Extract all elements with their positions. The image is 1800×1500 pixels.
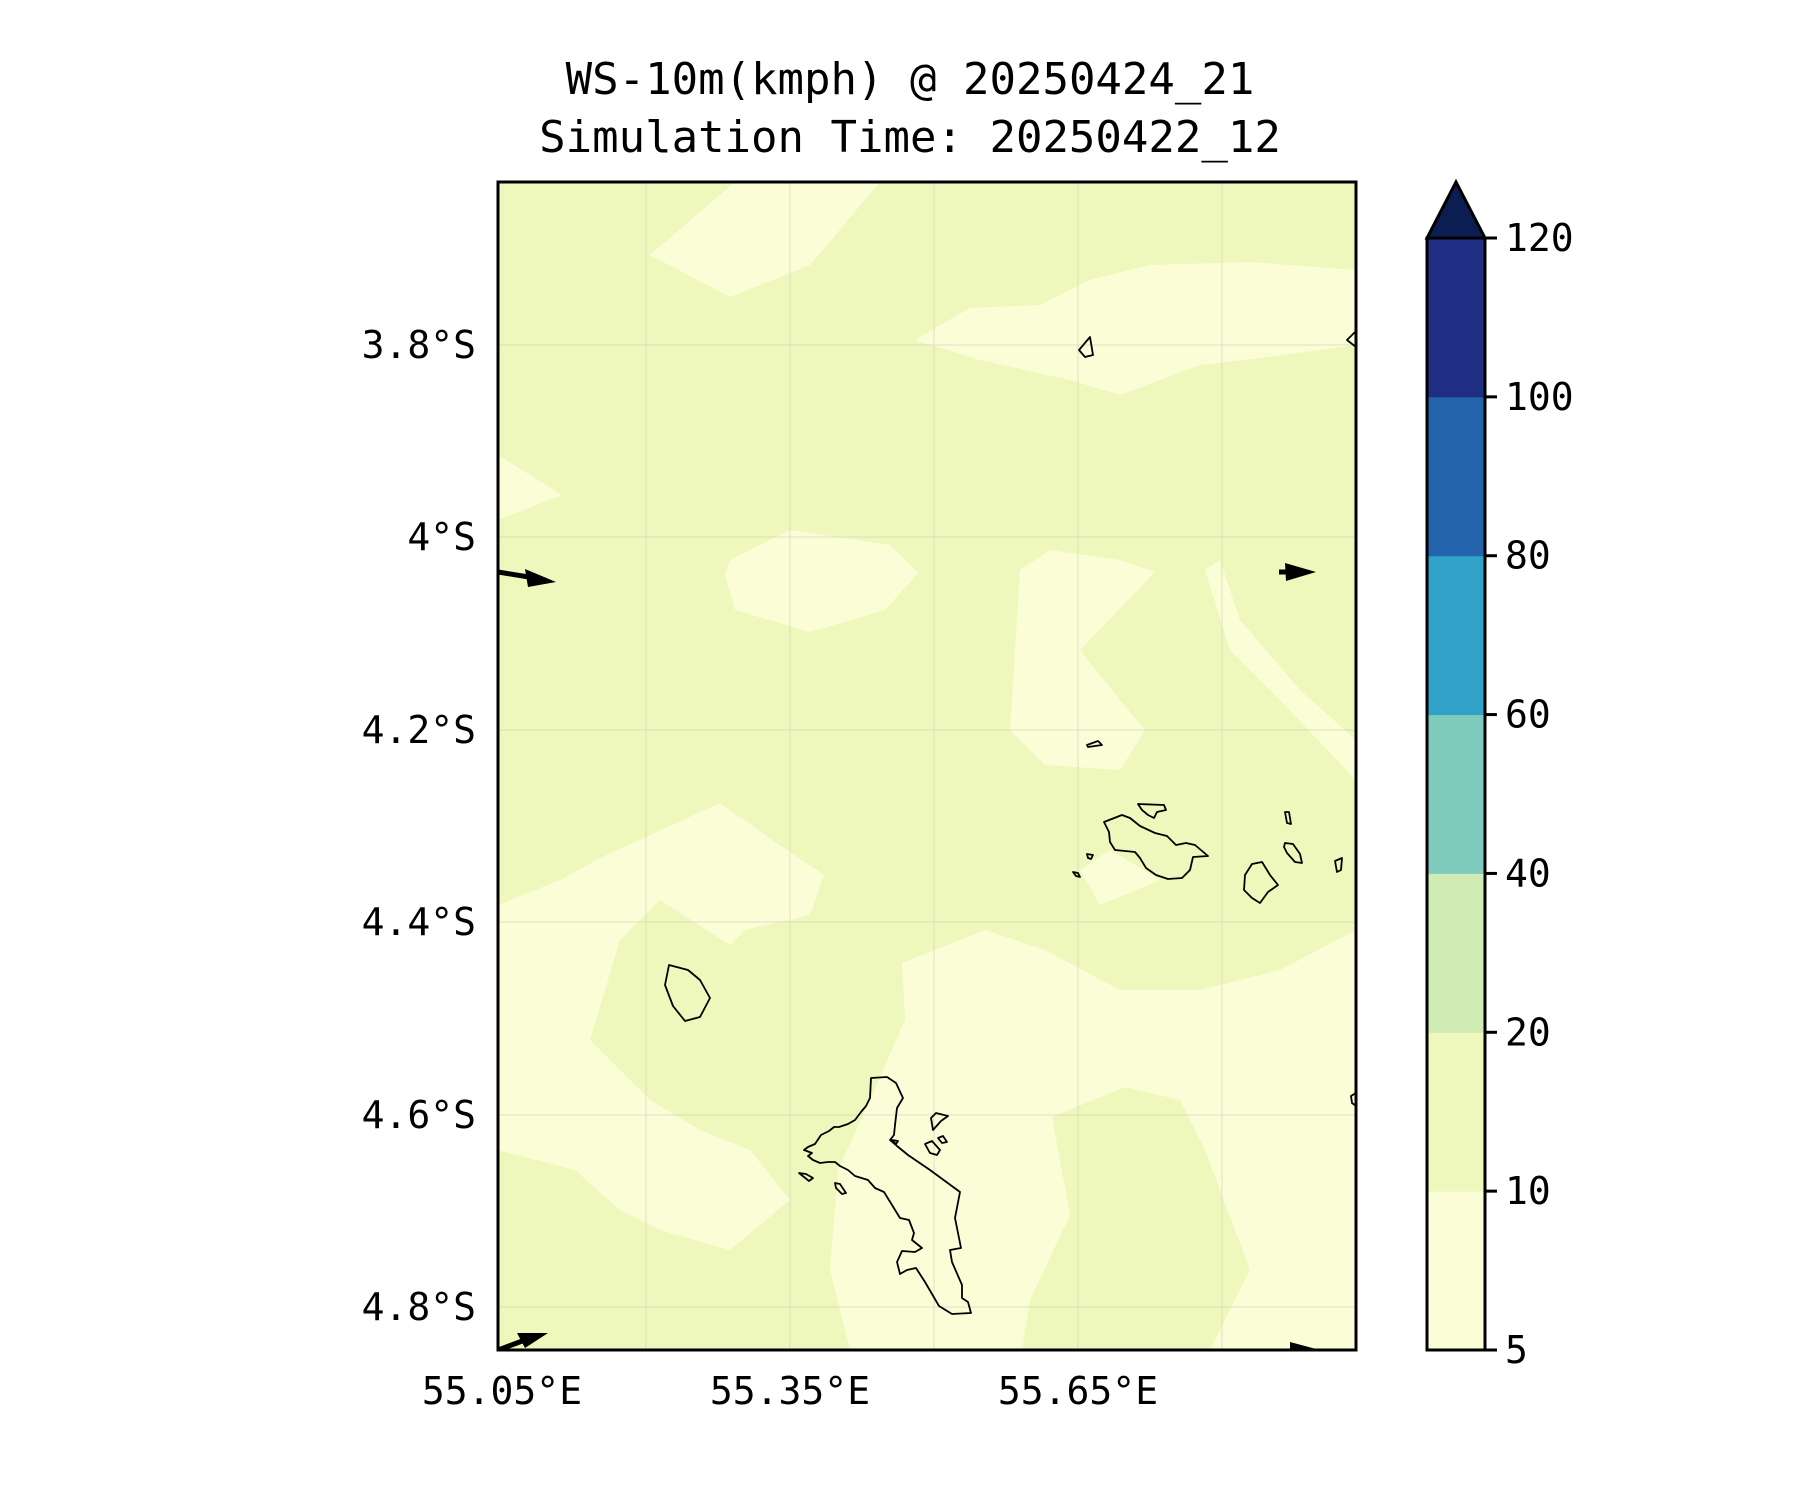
lon-label: 55.65°E [998, 1369, 1158, 1413]
wind-arrow [1290, 1342, 1320, 1350]
colorbar-tick-label: 100 [1505, 375, 1574, 419]
colorbar: 5 10 20 40 60 80 100 120 [1424, 178, 1574, 1372]
island-st-anne [930, 1112, 949, 1131]
colorbar-band [1427, 1032, 1485, 1192]
map-frame [496, 180, 1358, 1352]
map-gridlines [498, 182, 1356, 1350]
colorbar-band [1427, 396, 1485, 557]
island-curieuse [1137, 803, 1167, 819]
lon-label: 55.05°E [422, 1369, 582, 1413]
island-silhouette [664, 964, 711, 1022]
lon-label: 55.35°E [710, 1369, 870, 1413]
lat-label: 4.8°S [362, 1285, 476, 1329]
field-light-region [915, 262, 1356, 395]
island-mahe [803, 1076, 972, 1315]
island-aride [1086, 740, 1103, 748]
island-la-digue [1243, 861, 1279, 904]
colorbar-band [1427, 555, 1485, 716]
lat-label: 4°S [407, 515, 476, 559]
island-felicite [1283, 842, 1303, 864]
colorbar-band [1427, 238, 1485, 398]
island-round [937, 1135, 948, 1144]
field-light-region [498, 455, 562, 520]
colorbar-extend-max-triangle [1424, 178, 1488, 240]
colorbar-band [1427, 1191, 1485, 1351]
lat-label: 4.2°S [362, 708, 476, 752]
island-islet [1072, 871, 1081, 878]
wind-arrow [1279, 563, 1316, 581]
colorbar-tick-label: 40 [1505, 851, 1551, 895]
wind-arrow [498, 1333, 548, 1350]
field-light-region [650, 182, 880, 297]
field-light-region [1080, 850, 1160, 905]
colorbar-band [1427, 873, 1485, 1033]
field-light-region [1010, 550, 1155, 770]
island-conception [834, 1182, 847, 1195]
colorbar-frame [1425, 236, 1487, 1352]
island-cerf [924, 1140, 941, 1156]
field-light-region [725, 530, 918, 632]
island-therese [798, 1172, 814, 1182]
island-islet [1346, 330, 1356, 348]
coastline [664, 330, 1356, 1315]
wind-arrow [498, 569, 556, 587]
colorbar-tick-label: 80 [1505, 534, 1551, 578]
colorbar-tick-label: 60 [1505, 693, 1551, 737]
colorbar-tick-label: 5 [1505, 1328, 1528, 1372]
colorbar-tick-label: 120 [1505, 216, 1574, 260]
field-light-region [498, 803, 824, 1250]
island-islet [891, 1139, 899, 1145]
field-light-region [1205, 560, 1356, 780]
field-light-region [1170, 318, 1235, 362]
longitude-labels: 55.05°E 55.35°E 55.65°E [422, 1369, 1158, 1413]
chart-subtitle: Simulation Time: 20250422_12 [539, 112, 1281, 163]
latitude-labels: 3.8°S 4°S 4.2°S 4.4°S 4.6°S 4.8°S [362, 323, 476, 1329]
lat-label: 3.8°S [362, 323, 476, 367]
colorbar-band [1427, 714, 1485, 874]
island-denis [1078, 336, 1094, 358]
lat-label: 4.4°S [362, 900, 476, 944]
wind-speed-field [498, 182, 1356, 1350]
lat-label: 4.6°S [362, 1093, 476, 1137]
colorbar-tick-label: 10 [1505, 1169, 1551, 1213]
island-islet [1086, 853, 1094, 860]
colorbar-tick-label: 20 [1505, 1010, 1551, 1054]
wind-vectors [498, 563, 1320, 1350]
island-frigate [1350, 1092, 1356, 1107]
field-light-region [830, 930, 1356, 1350]
island-marianne [1334, 857, 1343, 873]
island-praslin [1103, 814, 1209, 880]
chart-title: WS-10m(kmph) @ 20250424_21 [565, 54, 1255, 105]
island-islet [1284, 811, 1292, 825]
